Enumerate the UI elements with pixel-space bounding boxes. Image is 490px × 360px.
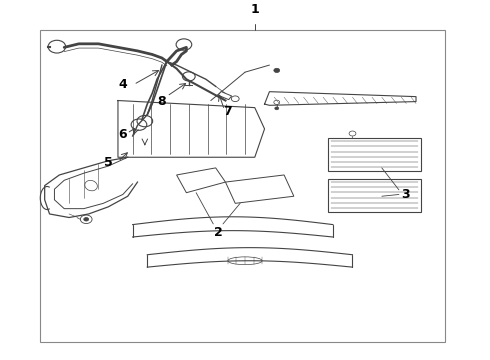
Bar — [40, 30, 445, 342]
Circle shape — [274, 68, 280, 72]
Bar — [328, 179, 421, 212]
Polygon shape — [225, 175, 294, 203]
Text: 7: 7 — [223, 105, 232, 118]
Text: 8: 8 — [158, 95, 166, 108]
Circle shape — [84, 217, 89, 221]
Text: 6: 6 — [118, 128, 127, 141]
Text: 4: 4 — [118, 78, 127, 91]
Text: 1: 1 — [250, 3, 259, 16]
Circle shape — [275, 107, 279, 110]
Text: 2: 2 — [214, 226, 222, 239]
Bar — [218, 91, 232, 100]
Bar — [328, 138, 421, 171]
Polygon shape — [176, 168, 225, 193]
Text: 5: 5 — [104, 156, 113, 169]
Text: 3: 3 — [401, 188, 410, 201]
